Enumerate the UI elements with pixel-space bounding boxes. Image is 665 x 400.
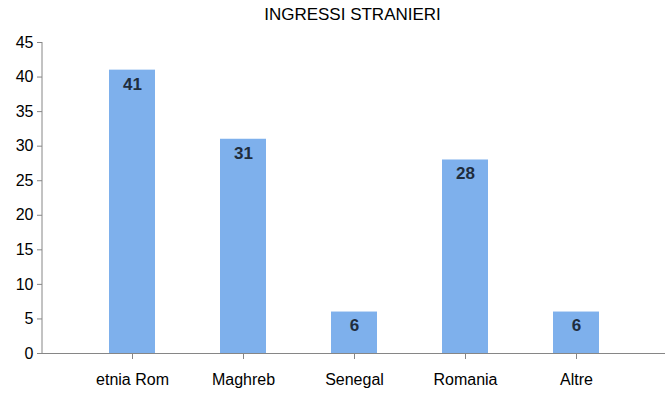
svg-text:6: 6 xyxy=(350,316,359,335)
svg-text:15: 15 xyxy=(16,241,34,258)
svg-text:5: 5 xyxy=(25,310,34,327)
svg-text:35: 35 xyxy=(16,103,34,120)
svg-text:0: 0 xyxy=(25,345,34,362)
svg-text:10: 10 xyxy=(16,276,34,293)
svg-text:31: 31 xyxy=(234,144,253,163)
svg-text:Senegal: Senegal xyxy=(325,371,384,388)
html-text:INGRESSI STRANIERI: INGRESSI STRANIERI xyxy=(264,5,441,24)
svg-text:45: 45 xyxy=(16,34,34,51)
svg-text:Maghreb: Maghreb xyxy=(212,371,275,388)
svg-text:20: 20 xyxy=(16,206,34,223)
svg-text:25: 25 xyxy=(16,172,34,189)
svg-text:Altre: Altre xyxy=(560,371,593,388)
svg-text:6: 6 xyxy=(572,316,581,335)
svg-text:41: 41 xyxy=(123,75,142,94)
svg-text:40: 40 xyxy=(16,68,34,85)
svg-text:Romania: Romania xyxy=(433,371,497,388)
svg-text:30: 30 xyxy=(16,137,34,154)
svg-text:28: 28 xyxy=(456,164,475,183)
svg-text:etnia Rom: etnia Rom xyxy=(96,371,169,388)
